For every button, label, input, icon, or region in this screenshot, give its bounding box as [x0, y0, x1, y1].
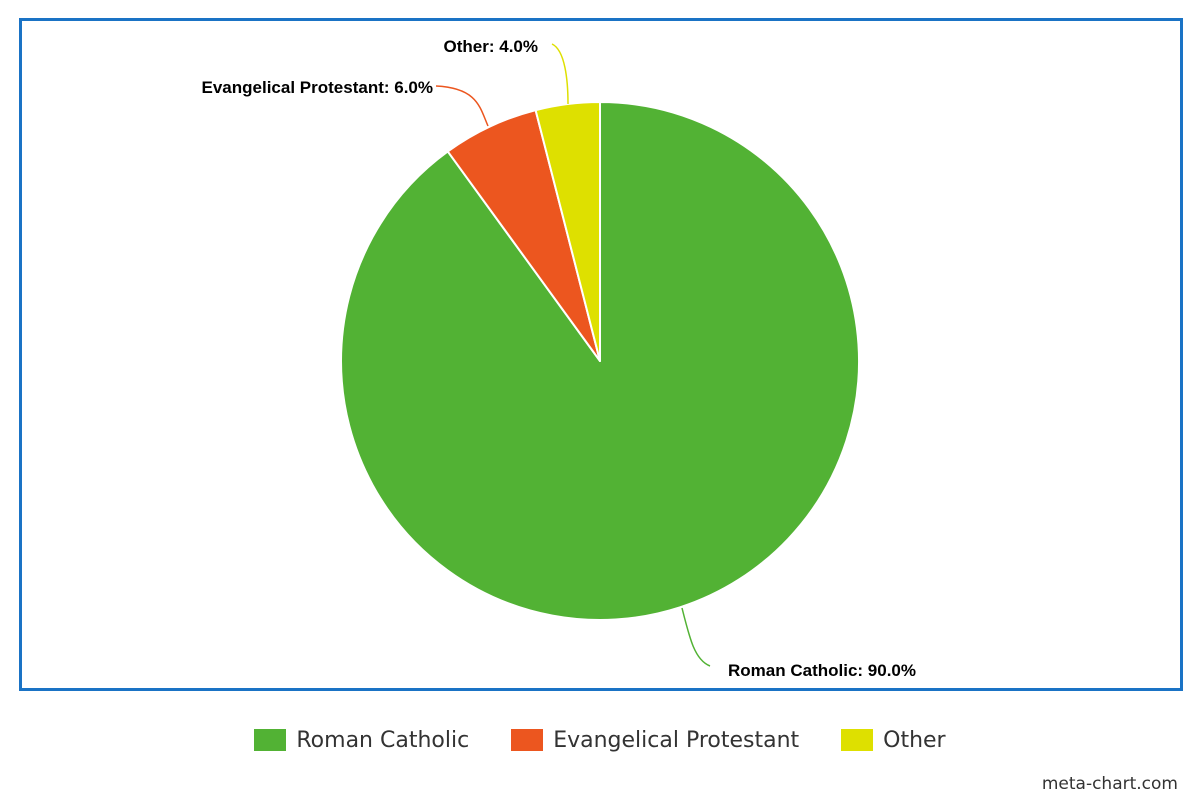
legend-label-roman-catholic: Roman Catholic	[296, 727, 470, 753]
data-label-evangelical-protestant: Evangelical Protestant: 6.0%	[202, 78, 433, 97]
legend-item-roman-catholic[interactable]: Roman Catholic	[254, 728, 469, 753]
data-label-other: Other: 4.0%	[444, 37, 538, 56]
pie-slice-other[interactable]	[534, 101, 601, 362]
legend-swatch-evangelical-protestant	[511, 729, 544, 751]
legend-swatch-other	[841, 729, 874, 751]
label-connector-roman-catholic	[681, 607, 711, 667]
legend-label-evangelical-protestant: Evangelical Protestant	[553, 727, 800, 753]
label-connector-other	[551, 43, 569, 105]
data-label-roman-catholic: Roman Catholic: 90.0%	[728, 661, 916, 680]
label-connector-evangelical-protestant	[435, 85, 489, 127]
legend-label-other: Other	[883, 727, 946, 753]
legend-item-other[interactable]: Other	[841, 727, 946, 753]
legend-item-evangelical-protestant[interactable]: Evangelical Protestant	[511, 728, 799, 753]
legend: Roman Catholic Evangelical Protestant Ot…	[0, 722, 1200, 758]
watermark: meta-chart.com	[1041, 774, 1178, 794]
legend-swatch-roman-catholic	[254, 729, 287, 751]
